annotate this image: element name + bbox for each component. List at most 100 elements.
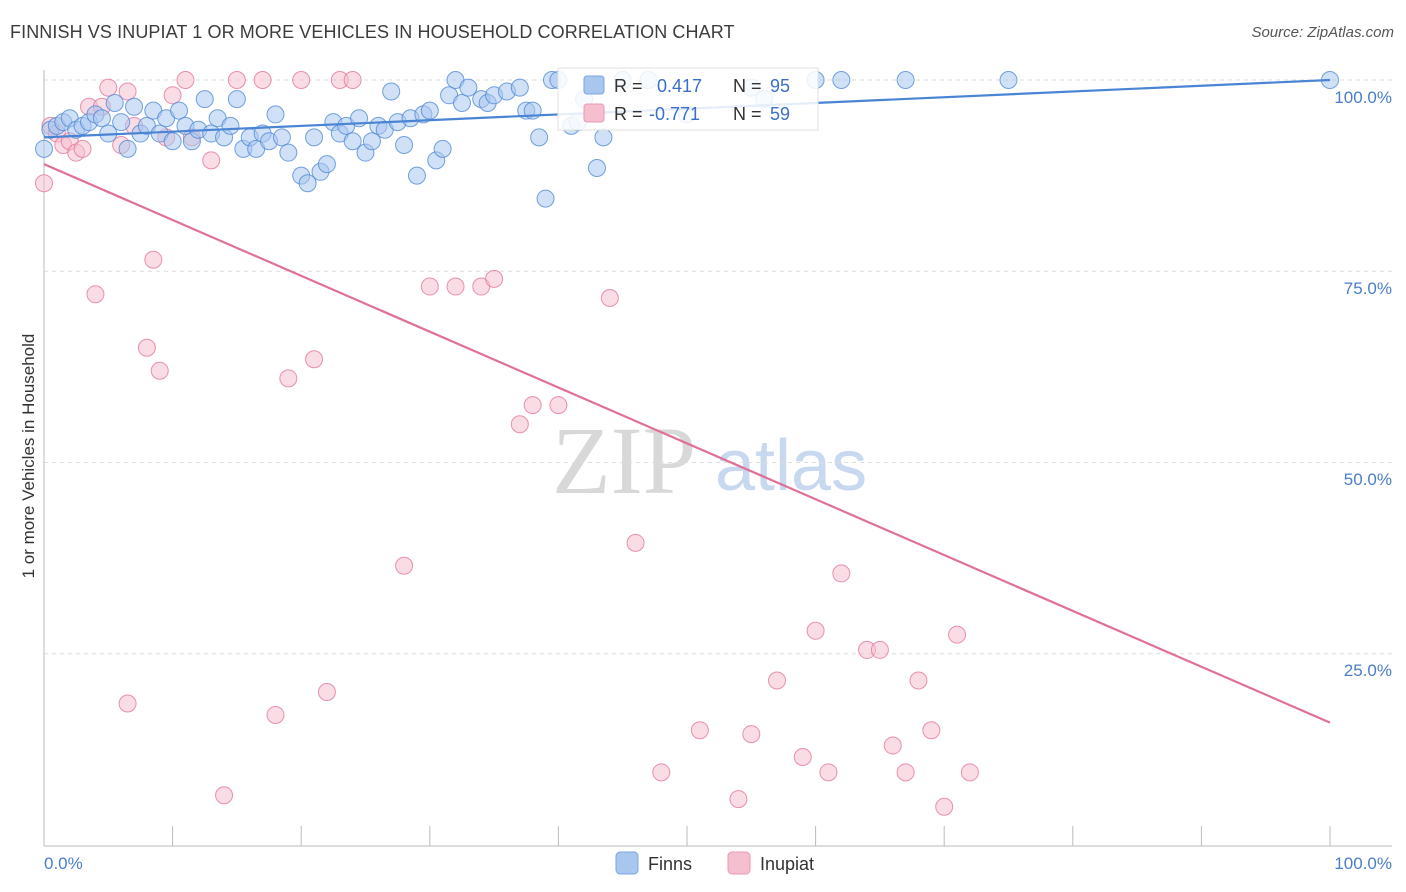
- inupiat-point-15: [137, 338, 156, 357]
- inupiat-point-22: [202, 151, 221, 170]
- finns-point-37: [272, 128, 291, 147]
- inupiat-point-12: [118, 82, 137, 101]
- inupiat-n-value: 59: [770, 104, 790, 124]
- finns-point-74: [536, 189, 555, 208]
- finns-point-40: [298, 174, 317, 193]
- finns-bottom-label: Finns: [648, 854, 692, 874]
- y-axis-label: 1 or more Vehicles in Household: [19, 334, 38, 579]
- finns-point-89: [896, 71, 915, 89]
- axes: [43, 70, 1392, 847]
- inupiat-point-50: [819, 763, 838, 782]
- inupiat-point-16: [144, 250, 163, 269]
- inupiat-point-41: [600, 289, 619, 308]
- inupiat-point-30: [317, 683, 336, 701]
- finns-bottom-swatch: [615, 851, 639, 875]
- y-tick-label-100: 100.0%: [1334, 88, 1392, 107]
- finns-point-64: [452, 93, 471, 112]
- stats-legend: R = 0.417 N = 95 R = -0.771 N = 59: [557, 67, 819, 131]
- inupiat-point-8: [86, 285, 105, 304]
- y-tick-label-25: 25.0%: [1344, 661, 1392, 680]
- inupiat-point-59: [948, 625, 967, 644]
- finns-point-50: [362, 132, 381, 151]
- inupiat-point-24: [227, 71, 246, 89]
- finns-point-21: [170, 101, 189, 120]
- inupiat-point-47: [768, 671, 787, 690]
- inupiat-point-20: [176, 71, 195, 89]
- inupiat-points: [35, 71, 979, 816]
- inupiat-point-34: [420, 277, 439, 296]
- inupiat-point-42: [626, 533, 645, 552]
- inupiat-point-10: [99, 78, 118, 97]
- finns-point-55: [395, 136, 414, 155]
- y-tick-label-75: 75.0%: [1344, 279, 1392, 298]
- inupiat-point-60: [960, 763, 979, 782]
- finns-point-59: [420, 101, 439, 120]
- finns-point-57: [407, 166, 426, 185]
- finns-n-value: 95: [770, 76, 790, 96]
- inupiat-point-38: [510, 415, 529, 434]
- finns-n-label: N =: [733, 76, 762, 96]
- finns-r-label: R =: [614, 76, 643, 96]
- finns-point-80: [587, 158, 606, 177]
- inupiat-point-46: [742, 725, 761, 744]
- inupiat-point-51: [832, 564, 851, 583]
- inupiat-point-37: [485, 269, 504, 288]
- inupiat-point-13: [118, 694, 137, 713]
- inupiat-point-56: [909, 671, 928, 690]
- finns-point-29: [221, 116, 240, 135]
- finns-point-30: [227, 90, 246, 109]
- source-credit: Source: ZipAtlas.com: [1251, 24, 1394, 41]
- inupiat-point-28: [292, 71, 311, 89]
- inupiat-point-45: [729, 790, 748, 809]
- inupiat-r-label: R =: [614, 104, 643, 124]
- finns-point-61: [433, 139, 452, 158]
- inupiat-point-33: [395, 556, 414, 575]
- inupiat-point-40: [549, 396, 568, 415]
- inupiat-point-54: [883, 736, 902, 755]
- inupiat-point-19: [163, 86, 182, 105]
- inupiat-point-29: [305, 350, 324, 369]
- finns-point-12: [112, 113, 131, 132]
- inupiat-bottom-swatch: [727, 851, 751, 875]
- inupiat-point-27: [279, 369, 298, 388]
- inupiat-point-43: [652, 763, 671, 782]
- inupiat-point-48: [793, 748, 812, 767]
- inupiat-bottom-label: Inupiat: [760, 854, 814, 874]
- inupiat-point-57: [922, 721, 941, 740]
- finns-point-88: [832, 71, 851, 89]
- inupiat-point-6: [73, 139, 92, 158]
- inupiat-point-35: [446, 277, 465, 296]
- finns-point-0: [35, 139, 53, 158]
- finns-point-47: [343, 132, 362, 151]
- inupiat-point-55: [896, 763, 915, 782]
- finns-point-41: [305, 128, 324, 147]
- finns-point-73: [530, 128, 549, 147]
- inupiat-r-value: -0.771: [649, 104, 700, 124]
- finns-point-25: [195, 90, 214, 109]
- inupiat-point-44: [690, 721, 709, 740]
- finns-point-9: [92, 109, 111, 128]
- finns-r-value: 0.417: [657, 76, 702, 96]
- gridlines: [44, 79, 1392, 655]
- series-legend: Finns Inupiat: [615, 851, 814, 875]
- finns-point-11: [105, 93, 124, 112]
- inupiat-point-26: [266, 705, 285, 724]
- inupiat-point-32: [343, 71, 362, 89]
- finns-legend-swatch: [583, 75, 605, 95]
- finns-point-53: [382, 82, 401, 101]
- finns-point-13: [118, 139, 137, 158]
- inupiat-point-39: [523, 396, 542, 415]
- inupiat-point-17: [150, 361, 169, 380]
- inupiat-n-label: N =: [733, 104, 762, 124]
- trend-lines: [43, 78, 1331, 724]
- watermark-zip: ZIP: [552, 407, 696, 514]
- x-ticks: [43, 826, 1331, 846]
- finns-point-38: [279, 143, 298, 162]
- finns-point-43: [317, 155, 336, 174]
- finns-point-36: [266, 105, 285, 124]
- finns-point-65: [459, 78, 478, 97]
- x-tick-label-100: 100.0%: [1334, 854, 1392, 873]
- inupiat-point-0: [35, 174, 53, 193]
- x-tick-label-0: 0.0%: [44, 854, 83, 873]
